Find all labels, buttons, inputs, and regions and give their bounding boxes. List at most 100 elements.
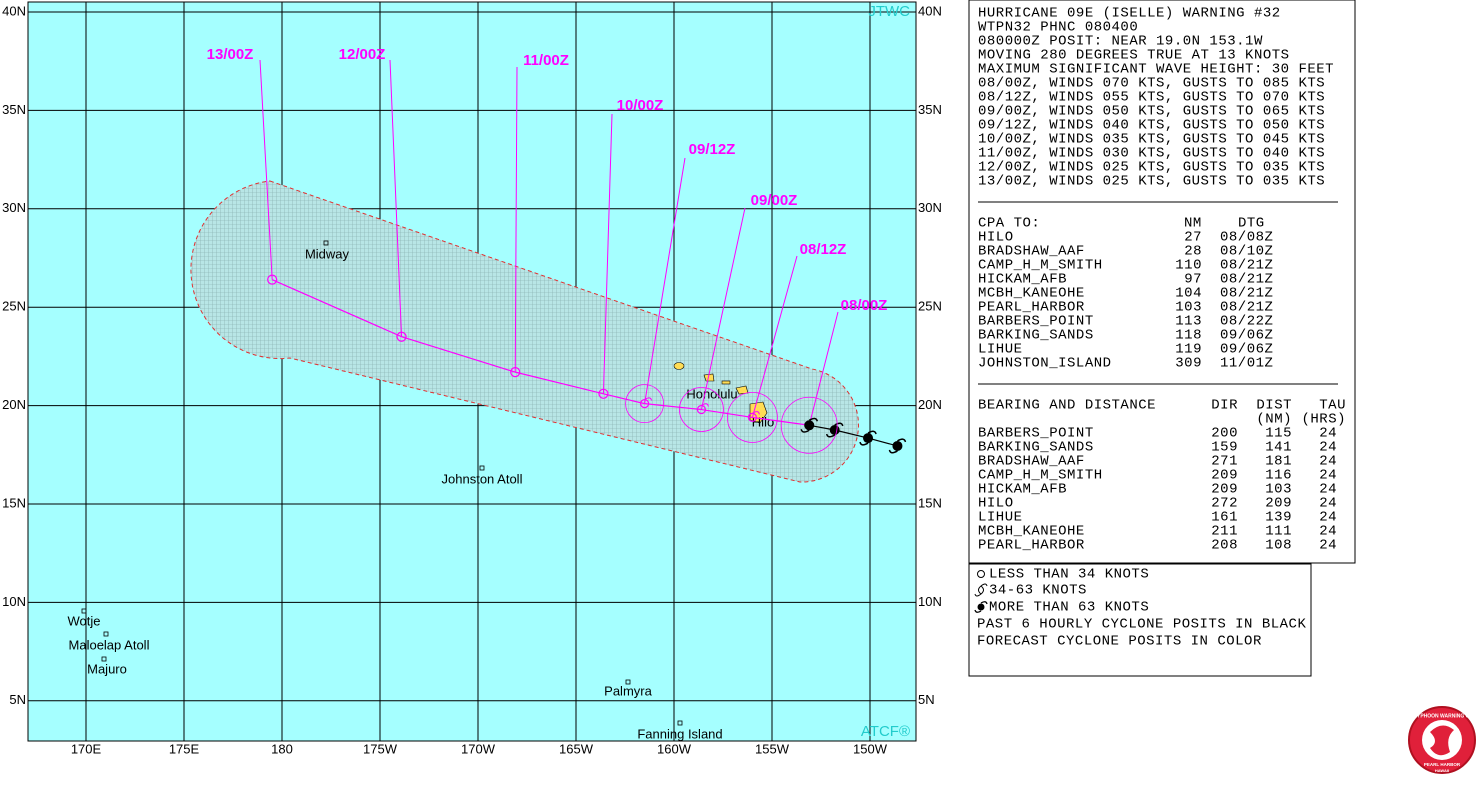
cpa-distance: 113 — [1175, 314, 1202, 330]
bearing-station: PEARL_HARBOR — [978, 538, 1085, 554]
forecast-time-label: 09/00Z — [751, 192, 798, 209]
legend-text: MORE THAN 63 KNOTS — [989, 600, 1149, 616]
label-leader — [808, 311, 839, 426]
place-marker — [81, 608, 87, 614]
lat-label: 30N — [918, 200, 942, 215]
label-leader — [602, 113, 613, 394]
lon-label: 155W — [755, 741, 790, 756]
forecast-position — [639, 397, 653, 409]
bearing-tau: 24 — [1319, 510, 1337, 526]
cpa-distance: 27 — [1184, 230, 1202, 246]
warning-line: 13/00Z, WINDS 025 KTS, GUSTS TO 035 KTS — [978, 174, 1325, 190]
bearing-tau: 24 — [1319, 482, 1337, 498]
bearing-station: HILO — [978, 496, 1014, 512]
symbol-core — [804, 420, 815, 431]
bearing-distance: 181 — [1265, 454, 1292, 470]
forecast-time-label: 12/00Z — [339, 46, 386, 63]
cpa-station: PEARL_HARBOR — [978, 300, 1085, 316]
forecast-time-label: 13/00Z — [207, 46, 254, 63]
cpa-station: JOHNSTON_ISLAND — [978, 356, 1112, 372]
lon-label: 170E — [71, 741, 102, 756]
lat-label: 10N — [2, 594, 26, 609]
cpa-distance: 118 — [1175, 328, 1202, 344]
symbol-arm — [867, 430, 877, 435]
symbol-arm — [644, 397, 653, 401]
bearing-tau: 24 — [1319, 496, 1337, 512]
place-label: Midway — [305, 246, 350, 261]
cpa-station: HILO — [978, 230, 1014, 246]
forecast-time-label: 11/00Z — [523, 52, 569, 69]
legend-symbol — [977, 603, 985, 611]
warning-line: HURRICANE 09E (ISELLE) WARNING #32 — [978, 6, 1281, 22]
symbol-arm — [701, 403, 709, 407]
bearing-direction: 209 — [1211, 468, 1238, 484]
forecast-position — [510, 367, 521, 378]
place-label: Majuro — [87, 661, 127, 676]
source-label: JTWC — [868, 3, 910, 20]
cpa-distance: 104 — [1175, 286, 1202, 302]
place-marker — [323, 240, 329, 246]
cpa-time: 08/21Z — [1220, 272, 1273, 288]
bearing-tau: 24 — [1319, 524, 1337, 540]
bearing-tau: 24 — [1319, 538, 1337, 554]
source-label: ATCF® — [861, 723, 910, 740]
bearing-distance: 139 — [1265, 510, 1292, 526]
lat-label: 20N — [2, 397, 26, 412]
current-position — [800, 417, 818, 433]
bearing-distance: 209 — [1265, 496, 1292, 512]
lat-label: 25N — [918, 299, 942, 314]
warning-line: 11/00Z, WINDS 030 KTS, GUSTS TO 040 KTS — [978, 146, 1325, 162]
cpa-time: 09/06Z — [1220, 328, 1273, 344]
lat-label: 10N — [918, 594, 942, 609]
logo — [1408, 706, 1476, 774]
cpa-time: 11/01Z — [1220, 356, 1273, 372]
warning-panel — [968, 0, 1356, 564]
wind-radius — [727, 392, 778, 443]
cpa-station: BARBERS_POINT — [978, 314, 1094, 330]
bearing-distance: 115 — [1265, 426, 1292, 442]
bearing-distance: 103 — [1265, 482, 1292, 498]
warning-line: 08/00Z, WINDS 070 KTS, GUSTS TO 085 KTS — [978, 76, 1325, 92]
bearing-direction: 159 — [1211, 440, 1238, 456]
legend-text: FORECAST CYCLONE POSITS IN COLOR — [977, 634, 1262, 650]
place-label: Wotje — [68, 613, 101, 628]
warning-line: 09/12Z, WINDS 040 KTS, GUSTS TO 050 KTS — [978, 118, 1325, 134]
bearing-distance: 141 — [1265, 440, 1292, 456]
label-leader — [751, 255, 798, 418]
bearing-station: MCBH_KANEOHE — [978, 524, 1085, 540]
wind-radius — [625, 384, 664, 424]
cpa-time: 08/22Z — [1220, 314, 1273, 330]
legend-symbol — [974, 583, 988, 597]
logo-text: JOINT TYPHOON WARNING CENTER — [1398, 713, 1479, 719]
lon-label: 165W — [559, 741, 594, 756]
forecast-time-label: 08/12Z — [800, 241, 847, 258]
forecast-position — [396, 331, 407, 342]
bearing-header: TAU — [1319, 398, 1346, 414]
place-label: Hilo — [752, 414, 774, 429]
lat-label: 5N — [9, 692, 26, 707]
symbol-arm — [825, 433, 836, 438]
bearing-station: HICKAM_AFB — [978, 482, 1067, 498]
forecast-cone — [190, 180, 859, 483]
cpa-distance: 119 — [1175, 342, 1202, 358]
legend-text: PAST 6 HOURLY CYCLONE POSITS IN BLACK — [977, 617, 1306, 633]
forecast-time-label: 09/12Z — [689, 141, 736, 158]
warning-line: 10/00Z, WINDS 035 KTS, GUSTS TO 045 KTS — [978, 132, 1325, 148]
legend-symbol — [977, 570, 985, 578]
cpa-distance: 28 — [1184, 244, 1202, 260]
cpa-time: 08/21Z — [1220, 300, 1273, 316]
legend-text: LESS THAN 34 KNOTS — [989, 567, 1149, 583]
cpa-distance: 309 — [1175, 356, 1202, 372]
place-label: Fanning Island — [637, 726, 722, 741]
place-marker — [103, 631, 109, 637]
bearing-direction: 208 — [1211, 538, 1238, 554]
label-leader — [514, 66, 518, 373]
warning-line: 09/00Z, WINDS 050 KTS, GUSTS TO 065 KTS — [978, 104, 1325, 120]
bearing-direction: 211 — [1211, 524, 1238, 540]
symbol-arm — [888, 449, 898, 454]
logo-text: HAWAII — [1435, 768, 1449, 773]
place-label: Johnston Atoll — [442, 471, 523, 486]
bearing-header: DIR — [1211, 398, 1238, 414]
lon-label: 175W — [363, 741, 398, 756]
